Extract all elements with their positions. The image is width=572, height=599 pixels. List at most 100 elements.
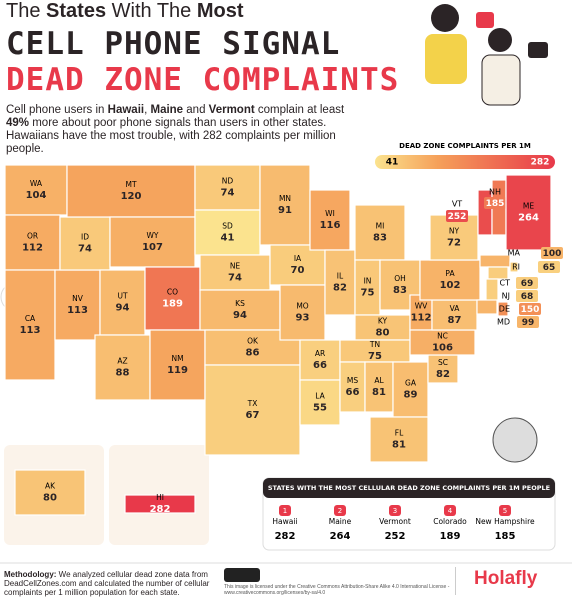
cc-badge (224, 568, 260, 582)
state-shape (59, 216, 111, 271)
state-value: 89 (404, 390, 418, 401)
illustration (425, 4, 548, 463)
state-abbr: CT (500, 279, 511, 288)
state-value: 80 (43, 493, 57, 504)
state-value: 102 (440, 280, 461, 291)
state-abbr: MN (279, 194, 291, 203)
state-value: 150 (521, 305, 540, 315)
state-abbr: CA (25, 314, 36, 323)
state-shape (485, 278, 499, 302)
state-value: 74 (78, 244, 92, 255)
state-value: 106 (432, 343, 453, 354)
state-abbr: NE (230, 262, 241, 271)
value-badge (541, 247, 563, 259)
rank-badge (334, 505, 346, 516)
rank-badge (499, 505, 511, 516)
state-abbr: SC (438, 358, 448, 367)
state-abbr: AZ (117, 357, 127, 366)
state-abbr: ME (523, 202, 534, 211)
state-value: 119 (167, 365, 188, 376)
state-abbr: WI (325, 209, 335, 218)
state-abbr: VA (450, 304, 461, 313)
value-badge (516, 277, 538, 289)
state-abbr: KY (378, 317, 388, 326)
state-abbr: NV (72, 294, 84, 303)
state-abbr: OK (247, 337, 259, 346)
text-segment: Hawaii (107, 104, 145, 116)
state-value: 113 (67, 305, 88, 316)
state-abbr: WY (147, 231, 159, 240)
state-shape (66, 164, 196, 218)
state-shape (199, 289, 281, 331)
state-shape (124, 494, 196, 514)
state-shape (4, 269, 56, 381)
state-name: Colorado (433, 517, 467, 526)
state-value: 86 (246, 348, 260, 359)
state-name: Vermont (379, 517, 411, 526)
rank: 5 (503, 507, 507, 515)
state-abbr: AL (374, 376, 384, 385)
state-abbr: WA (30, 179, 43, 188)
state-abbr: OH (394, 274, 406, 283)
text-segment: Vermont (208, 104, 255, 116)
state-abbr: NY (449, 227, 460, 236)
state-value: 81 (372, 387, 386, 398)
rank: 2 (338, 507, 342, 515)
state-abbr: NJ (502, 292, 510, 301)
state-value: 94 (233, 310, 247, 321)
state-shape (429, 214, 479, 261)
intro: Cell phone users in Hawaii, Maine and Ve… (6, 104, 366, 156)
state-value: 264 (518, 213, 539, 224)
state-value: 93 (296, 313, 310, 324)
license: This image is licensed under the Creativ… (224, 584, 450, 596)
rank: 3 (393, 507, 397, 515)
state-value: 120 (121, 191, 142, 202)
title-line-3: DEAD ZONE COMPLAINTS (6, 62, 400, 98)
rank: 4 (448, 507, 453, 515)
text-segment: The (6, 0, 47, 22)
state-abbr: IA (294, 254, 302, 263)
state-shape (364, 361, 394, 413)
state-shape (419, 259, 481, 301)
state-value: 88 (116, 368, 130, 379)
state-shape (194, 164, 261, 211)
methodology: Methodology: We analyzed cellular dead z… (4, 570, 214, 597)
state-value: 185 (486, 199, 505, 209)
state-value: 94 (116, 303, 130, 314)
text-segment: , (144, 104, 151, 116)
value-badge (519, 303, 541, 315)
text-segment: 49% (6, 117, 30, 129)
state-abbr: UT (117, 292, 127, 301)
state-abbr: TN (369, 340, 380, 349)
state-shape (4, 164, 68, 216)
state-value: 66 (346, 387, 360, 398)
state-abbr: ND (222, 177, 234, 186)
state-shape (299, 339, 341, 381)
state-shape (279, 284, 326, 341)
state-name: New Hampshire (475, 517, 535, 526)
state-abbr: AK (45, 482, 56, 491)
value-badge (538, 261, 560, 273)
divider (455, 567, 456, 595)
legend-max: 282 (531, 158, 550, 168)
text-segment: Cell phone users in (6, 104, 108, 116)
state-shape (509, 261, 519, 273)
state-value: 81 (392, 440, 406, 451)
state-value: 100 (543, 249, 562, 259)
state-shape (99, 269, 146, 336)
state-total: 282 (275, 531, 296, 542)
state-abbr: MO (296, 302, 308, 311)
text-segment: Maine (150, 104, 184, 116)
state-value: 91 (278, 205, 292, 216)
panel-title: STATES WITH THE MOST CELLULAR DEAD ZONE … (268, 484, 550, 492)
state-abbr: KS (235, 299, 245, 308)
state-value: 87 (448, 315, 462, 326)
state-shape (109, 216, 196, 268)
state-abbr: NH (489, 188, 501, 197)
state-shape (269, 244, 326, 286)
state-shape (339, 361, 366, 413)
state-shape (392, 361, 429, 418)
state-shape (476, 299, 498, 315)
state-value: 75 (361, 288, 375, 299)
